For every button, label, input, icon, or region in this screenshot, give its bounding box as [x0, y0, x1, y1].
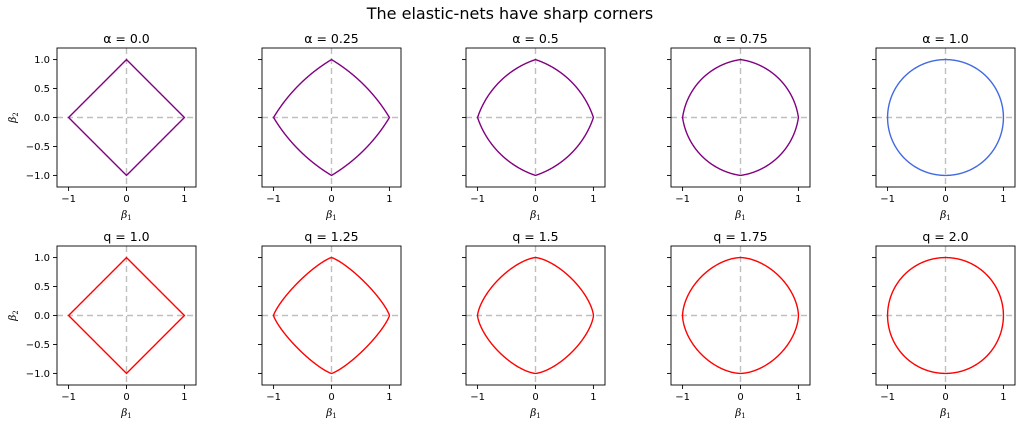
x-tick-label: −1 — [266, 194, 281, 205]
subplot-title: α = 0.75 — [713, 31, 768, 46]
x-tick-label: 0 — [532, 194, 538, 205]
x-tick-label: 1 — [386, 392, 392, 403]
unit-ball-curve — [681, 58, 800, 177]
unit-ball-curve — [886, 256, 1005, 375]
x-tick-label: 1 — [590, 392, 596, 403]
x-tick-label: 1 — [795, 392, 801, 403]
subplot-6: q = 1.25 −1 0 1 β1 — [258, 229, 402, 420]
subplot-grid: α = 0.0 −1 0 1 −1.0 −0.5 0.0 0.5 1.0 β1 β2 α = 0.25… — [7, 31, 1016, 420]
y-tick-label: 0.0 — [34, 113, 50, 124]
unit-ball-curve — [886, 58, 1005, 177]
subplot-title: α = 1.0 — [922, 31, 969, 46]
x-tick-label: 0 — [942, 194, 948, 205]
x-tick-label: 1 — [795, 194, 801, 205]
subplot-7: q = 1.5 −1 0 1 β1 — [462, 229, 606, 420]
subplot-4: α = 1.0 −1 0 1 β1 — [872, 31, 1016, 222]
x-tick-label: −1 — [675, 194, 690, 205]
y-tick-label: 1.0 — [34, 253, 50, 264]
subplot-3: α = 0.75 −1 0 1 β1 — [667, 31, 811, 222]
subplot-title: α = 0.25 — [304, 31, 359, 46]
x-tick-label: 0 — [123, 392, 129, 403]
x-tick-label: −1 — [470, 392, 485, 403]
subplot-title: q = 1.25 — [304, 229, 358, 244]
unit-ball-curve — [272, 58, 391, 177]
y-tick-label: −0.5 — [26, 340, 50, 351]
y-axis-label: β2 — [7, 310, 20, 322]
y-tick-label: −1.0 — [26, 369, 50, 380]
x-tick-label: 1 — [590, 194, 596, 205]
subplot-title: q = 1.75 — [713, 229, 767, 244]
subplot-title: α = 0.5 — [512, 31, 559, 46]
x-axis-label: β1 — [734, 407, 746, 420]
x-tick-label: 1 — [1000, 392, 1006, 403]
x-axis-label: β1 — [734, 209, 746, 222]
y-tick-label: 0.0 — [34, 311, 50, 322]
y-tick-label: −1.0 — [26, 171, 50, 182]
y-axis-label: β2 — [7, 112, 20, 124]
x-tick-label: 0 — [532, 392, 538, 403]
x-axis-label: β1 — [529, 407, 541, 420]
subplot-title: q = 1.5 — [512, 229, 558, 244]
unit-ball-curve — [476, 58, 595, 177]
unit-ball-curve — [476, 256, 595, 375]
x-tick-label: 0 — [737, 392, 743, 403]
subplot-0: α = 0.0 −1 0 1 −1.0 −0.5 0.0 0.5 1.0 β1 β2 — [7, 31, 197, 222]
y-tick-label: −0.5 — [26, 142, 50, 153]
unit-ball-curve — [67, 58, 186, 177]
x-tick-label: −1 — [266, 392, 281, 403]
subplot-5: q = 1.0 −1 0 1 −1.0 −0.5 0.0 0.5 1.0 β1 β2 — [7, 229, 197, 420]
x-tick-label: 1 — [181, 194, 187, 205]
x-tick-label: 0 — [328, 392, 334, 403]
x-axis-label: β1 — [939, 209, 951, 222]
subplot-1: α = 0.25 −1 0 1 β1 — [258, 31, 402, 222]
x-tick-label: 1 — [181, 392, 187, 403]
x-axis-label: β1 — [939, 407, 951, 420]
x-tick-label: 0 — [737, 194, 743, 205]
x-tick-label: 1 — [1000, 194, 1006, 205]
x-axis-label: β1 — [325, 407, 337, 420]
x-tick-label: −1 — [880, 392, 895, 403]
subplot-9: q = 2.0 −1 0 1 β1 — [872, 229, 1016, 420]
y-tick-label: 0.5 — [34, 282, 50, 293]
x-tick-label: 1 — [386, 194, 392, 205]
y-tick-label: 0.5 — [34, 84, 50, 95]
x-axis-label: β1 — [325, 209, 337, 222]
y-tick-label: 1.0 — [34, 55, 50, 66]
unit-ball-curve — [272, 256, 391, 375]
x-tick-label: 0 — [123, 194, 129, 205]
x-tick-label: 0 — [942, 392, 948, 403]
subplot-8: q = 1.75 −1 0 1 β1 — [667, 229, 811, 420]
unit-ball-curve — [67, 256, 186, 375]
subplot-2: α = 0.5 −1 0 1 β1 — [462, 31, 606, 222]
x-axis-label: β1 — [120, 407, 132, 420]
figure-suptitle: The elastic-nets have sharp corners — [366, 4, 653, 23]
unit-ball-curve — [681, 256, 800, 375]
x-axis-label: β1 — [529, 209, 541, 222]
x-tick-label: −1 — [61, 194, 76, 205]
x-tick-label: 0 — [328, 194, 334, 205]
x-tick-label: −1 — [61, 392, 76, 403]
subplot-title: q = 2.0 — [922, 229, 968, 244]
subplot-title: α = 0.0 — [103, 31, 150, 46]
x-axis-label: β1 — [120, 209, 132, 222]
x-tick-label: −1 — [880, 194, 895, 205]
x-tick-label: −1 — [470, 194, 485, 205]
subplot-title: q = 1.0 — [103, 229, 149, 244]
x-tick-label: −1 — [675, 392, 690, 403]
